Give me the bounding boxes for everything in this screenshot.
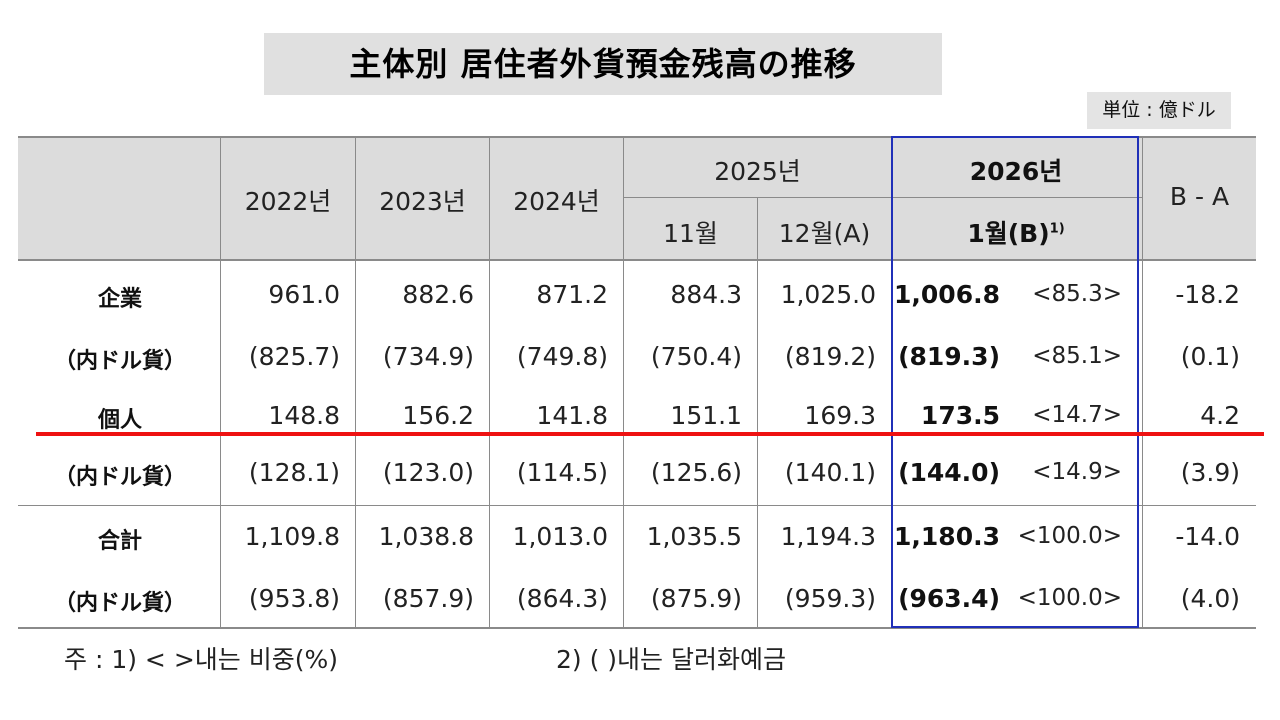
cell-v2023: 882.6 <box>402 280 474 309</box>
header-jan: 1월(B)1) <box>967 219 1065 248</box>
grid-line <box>355 136 356 628</box>
table-header-bg <box>18 137 1256 260</box>
header-nov: 11월 <box>663 219 718 248</box>
header-2023: 2023년 <box>379 187 466 216</box>
cell-nov: (125.6) <box>650 458 742 487</box>
page-title: 主体別 居住者外貨預金残高の推移 <box>264 33 942 95</box>
cell-diff: (0.1) <box>1180 342 1240 371</box>
grid-line <box>624 197 1142 198</box>
grid-line <box>18 627 1256 629</box>
cell-jan: (819.3) <box>898 342 1000 371</box>
cell-share: <100.0> <box>1017 585 1122 611</box>
note-share: 주 : 1) < >내는 비중(%) <box>64 645 338 674</box>
cell-v2024: (114.5) <box>516 458 608 487</box>
cell-diff: -14.0 <box>1175 522 1240 551</box>
cell-share: <85.3> <box>1032 281 1122 307</box>
cell-nov: 151.1 <box>670 401 742 430</box>
row-label: 合計 <box>97 529 142 554</box>
cell-v2022: (128.1) <box>248 458 340 487</box>
cell-v2022: (825.7) <box>248 342 340 371</box>
cell-dec: (959.3) <box>784 584 876 613</box>
row-label: （内ドル貨） <box>53 465 186 490</box>
cell-nov: (875.9) <box>650 584 742 613</box>
cell-v2023: 1,038.8 <box>378 522 474 551</box>
cell-share: <14.7> <box>1032 402 1122 428</box>
cell-v2022: (953.8) <box>248 584 340 613</box>
cell-v2024: 141.8 <box>536 401 608 430</box>
cell-diff: (4.0) <box>1180 584 1240 613</box>
row-label: （内ドル貨） <box>53 349 186 374</box>
cell-v2024: (749.8) <box>516 342 608 371</box>
cell-dec: (140.1) <box>784 458 876 487</box>
cell-dec: 1,194.3 <box>780 522 876 551</box>
cell-dec: 1,025.0 <box>780 280 876 309</box>
header-diff: B - A <box>1169 182 1230 211</box>
row-label: 個人 <box>97 408 142 433</box>
row-label: 企業 <box>97 287 142 312</box>
cell-v2022: 1,109.8 <box>244 522 340 551</box>
cell-share: <14.9> <box>1032 459 1122 485</box>
cell-v2023: (123.0) <box>382 458 474 487</box>
grid-line <box>489 136 490 628</box>
grid-line <box>623 136 624 628</box>
cell-share: <85.1> <box>1032 343 1122 369</box>
cell-v2022: 961.0 <box>268 280 340 309</box>
cell-v2024: (864.3) <box>516 584 608 613</box>
cell-jan: (963.4) <box>898 584 1000 613</box>
grid-line <box>757 260 758 628</box>
grid-line <box>1142 136 1143 628</box>
cell-jan: (144.0) <box>898 458 1000 487</box>
cell-v2024: 871.2 <box>536 280 608 309</box>
note-dollar: 2) ( )내는 달러화예금 <box>556 645 787 674</box>
header-2025: 2025년 <box>714 157 801 186</box>
cell-diff: 4.2 <box>1200 401 1240 430</box>
grid-line <box>18 259 1256 261</box>
cell-v2023: 156.2 <box>402 401 474 430</box>
grid-line <box>18 136 1256 138</box>
header-dec: 12월(A) <box>778 219 871 248</box>
cell-dec: 169.3 <box>804 401 876 430</box>
header-2022: 2022년 <box>244 187 332 216</box>
red-divider-line <box>36 432 1264 436</box>
cell-diff: (3.9) <box>1180 458 1240 487</box>
cell-jan: 1,180.3 <box>894 522 1000 551</box>
cell-v2023: (734.9) <box>382 342 474 371</box>
header-2024: 2024년 <box>513 187 600 216</box>
cell-jan: 1,006.8 <box>894 280 1000 309</box>
unit-label: 単位 : 億ドル <box>1087 92 1231 129</box>
cell-share: <100.0> <box>1017 523 1122 549</box>
row-label: （内ドル貨） <box>53 591 186 616</box>
footnote-marker: 1) <box>1049 221 1065 237</box>
grid-line <box>18 505 1256 506</box>
cell-jan: 173.5 <box>920 401 1000 430</box>
cell-nov: 884.3 <box>670 280 742 309</box>
cell-nov: (750.4) <box>650 342 742 371</box>
grid-line <box>220 136 221 628</box>
cell-diff: -18.2 <box>1175 280 1240 309</box>
cell-v2024: 1,013.0 <box>512 522 608 551</box>
header-2026: 2026년 <box>969 157 1063 186</box>
highlight-box-2026 <box>891 136 1139 628</box>
cell-nov: 1,035.5 <box>646 522 742 551</box>
cell-dec: (819.2) <box>784 342 876 371</box>
cell-v2022: 148.8 <box>268 401 340 430</box>
cell-v2023: (857.9) <box>382 584 474 613</box>
